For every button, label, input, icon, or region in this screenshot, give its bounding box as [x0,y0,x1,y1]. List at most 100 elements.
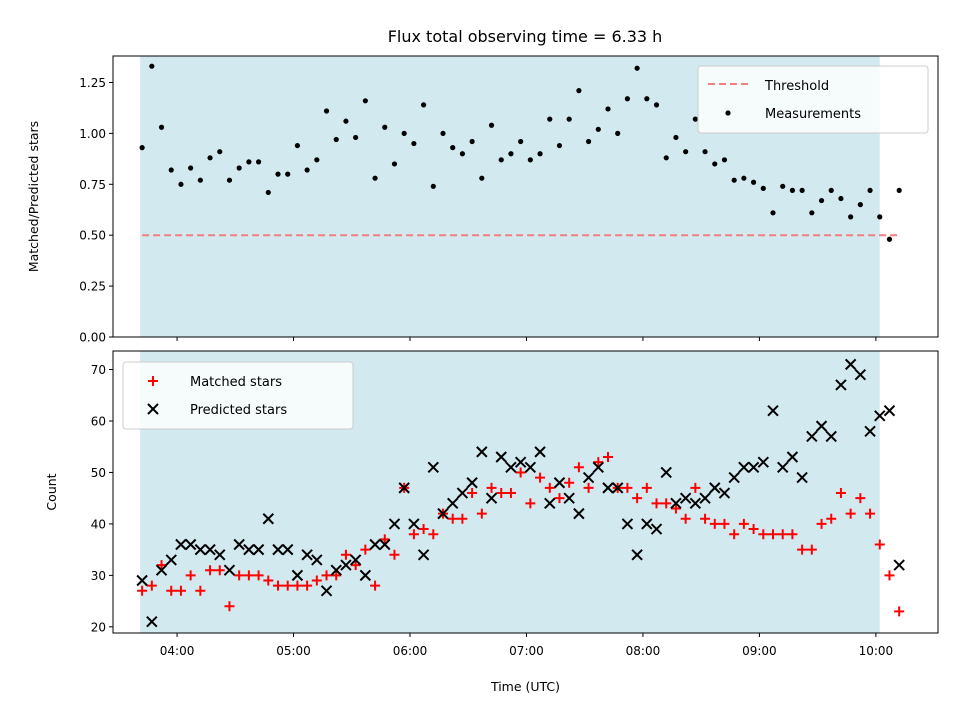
x-tick-label: 06:00 [393,644,428,658]
predicted-star-point [281,543,294,556]
predicted-star-point [262,513,275,525]
predicted-star-point [874,410,886,422]
measurement-point [595,126,601,132]
predicted-star-point [223,564,236,576]
matched-star-point [302,580,313,591]
predicted-star-point [699,492,711,504]
measurement-point [585,138,592,145]
measurement-point [624,96,631,102]
matched-star-point [243,570,254,581]
predicted-star-point [806,430,818,443]
predicted-star-point [738,461,750,474]
matched-star-point [641,482,652,493]
matched-star-point [573,462,584,473]
predicted-star-point [534,446,546,458]
measurement-point [353,134,359,141]
x-tick-label: 07:00 [509,644,544,658]
predicted-star-point [611,482,624,494]
matched-star-point [505,488,516,499]
matched-star-point [525,498,536,509]
top-y-tick-label: 1.25 [79,76,106,90]
measurement-point [479,175,485,181]
predicted-star-point [767,404,779,417]
measurement-point [673,134,679,141]
bottom-y-tick-label: 30 [91,569,106,583]
predicted-star-point [815,420,828,432]
matched-star-point [311,575,322,586]
matched-star-point [321,570,332,581]
predicted-star-point [864,425,876,437]
measurement-point [702,149,708,155]
measurement-point [275,171,281,177]
bottom-axes-frame [112,350,939,634]
predicted-star-point [650,523,663,535]
predicted-star-point [146,615,158,628]
predicted-star-point [408,518,420,530]
predicted-star-point [252,543,265,556]
predicted-star-point [544,497,556,510]
measurement-point [556,142,563,149]
matched-star-point [865,508,876,519]
legend-matched-label: Matched stars [190,375,282,390]
measurement-point [896,187,902,193]
x-axis-label: Time (UTC) [490,679,560,694]
matched-star-point [224,601,235,612]
matched-star-point [564,477,575,488]
predicted-star-point [776,461,789,474]
measurement-point [721,157,728,163]
measurement-point [508,151,514,157]
predicted-star-point [243,543,255,556]
measurement-point [401,130,407,136]
predicted-star-point [194,543,207,556]
predicted-star-point [689,497,702,510]
matched-star-point [467,488,478,499]
matched-star-point [816,518,827,529]
matched-star-point [428,529,439,540]
matched-star-point [146,580,157,591]
measurement-point [818,197,825,204]
bottom-legend-box [122,361,354,430]
chart-title: Flux total observing time = 6.33 h [388,27,663,46]
matched-star-point [370,580,381,591]
measurement-point [663,155,669,161]
top-panel: 0.00 0.25 0.50 0.75 1.00 1.25 Matched/Predict… [26,55,939,345]
measurement-point [265,189,271,196]
legend-predicted-label: Predicted stars [190,403,287,418]
matched-star-point [234,570,245,581]
predicted-star-point [825,430,837,443]
measurement-point [246,159,252,165]
matched-star-point [195,585,206,596]
predicted-star-point [349,554,362,566]
predicted-star-point [796,471,808,484]
predicted-star-point [379,538,391,551]
matched-star-point [855,493,866,504]
matched-star-point [806,544,817,555]
bottom-y-tick-label: 70 [91,363,106,377]
matched-star-point [748,524,759,535]
matched-star-point [350,560,361,571]
bottom-y-axis-label: Count [44,473,59,510]
predicted-star-point [582,471,595,484]
predicted-star-point [476,446,488,458]
matched-star-point [651,498,662,509]
measurement-point [314,157,320,163]
predicted-star-point [136,574,148,587]
bottom-panel: 20 30 40 50 60 70 04:00 05:00 06:00 07:00 08:00 09… [44,350,939,694]
predicted-star-point [175,538,187,551]
predicted-stars-series [136,358,905,628]
predicted-star-point [272,543,284,556]
matched-star-point [690,482,701,493]
measurement-point [683,149,689,155]
predicted-star-point [311,554,323,566]
measurement-point [789,187,796,193]
predicted-star-point [786,451,799,463]
measurement-point [323,108,330,114]
predicted-star-point [388,518,401,530]
predicted-star-point [369,538,381,551]
predicted-star-point [204,543,216,556]
measurement-point [304,167,310,173]
bottom-y-tick-label: 40 [91,517,106,531]
measurements-series [139,63,902,242]
predicted-star-point [301,549,313,561]
measurement-point [217,149,223,155]
